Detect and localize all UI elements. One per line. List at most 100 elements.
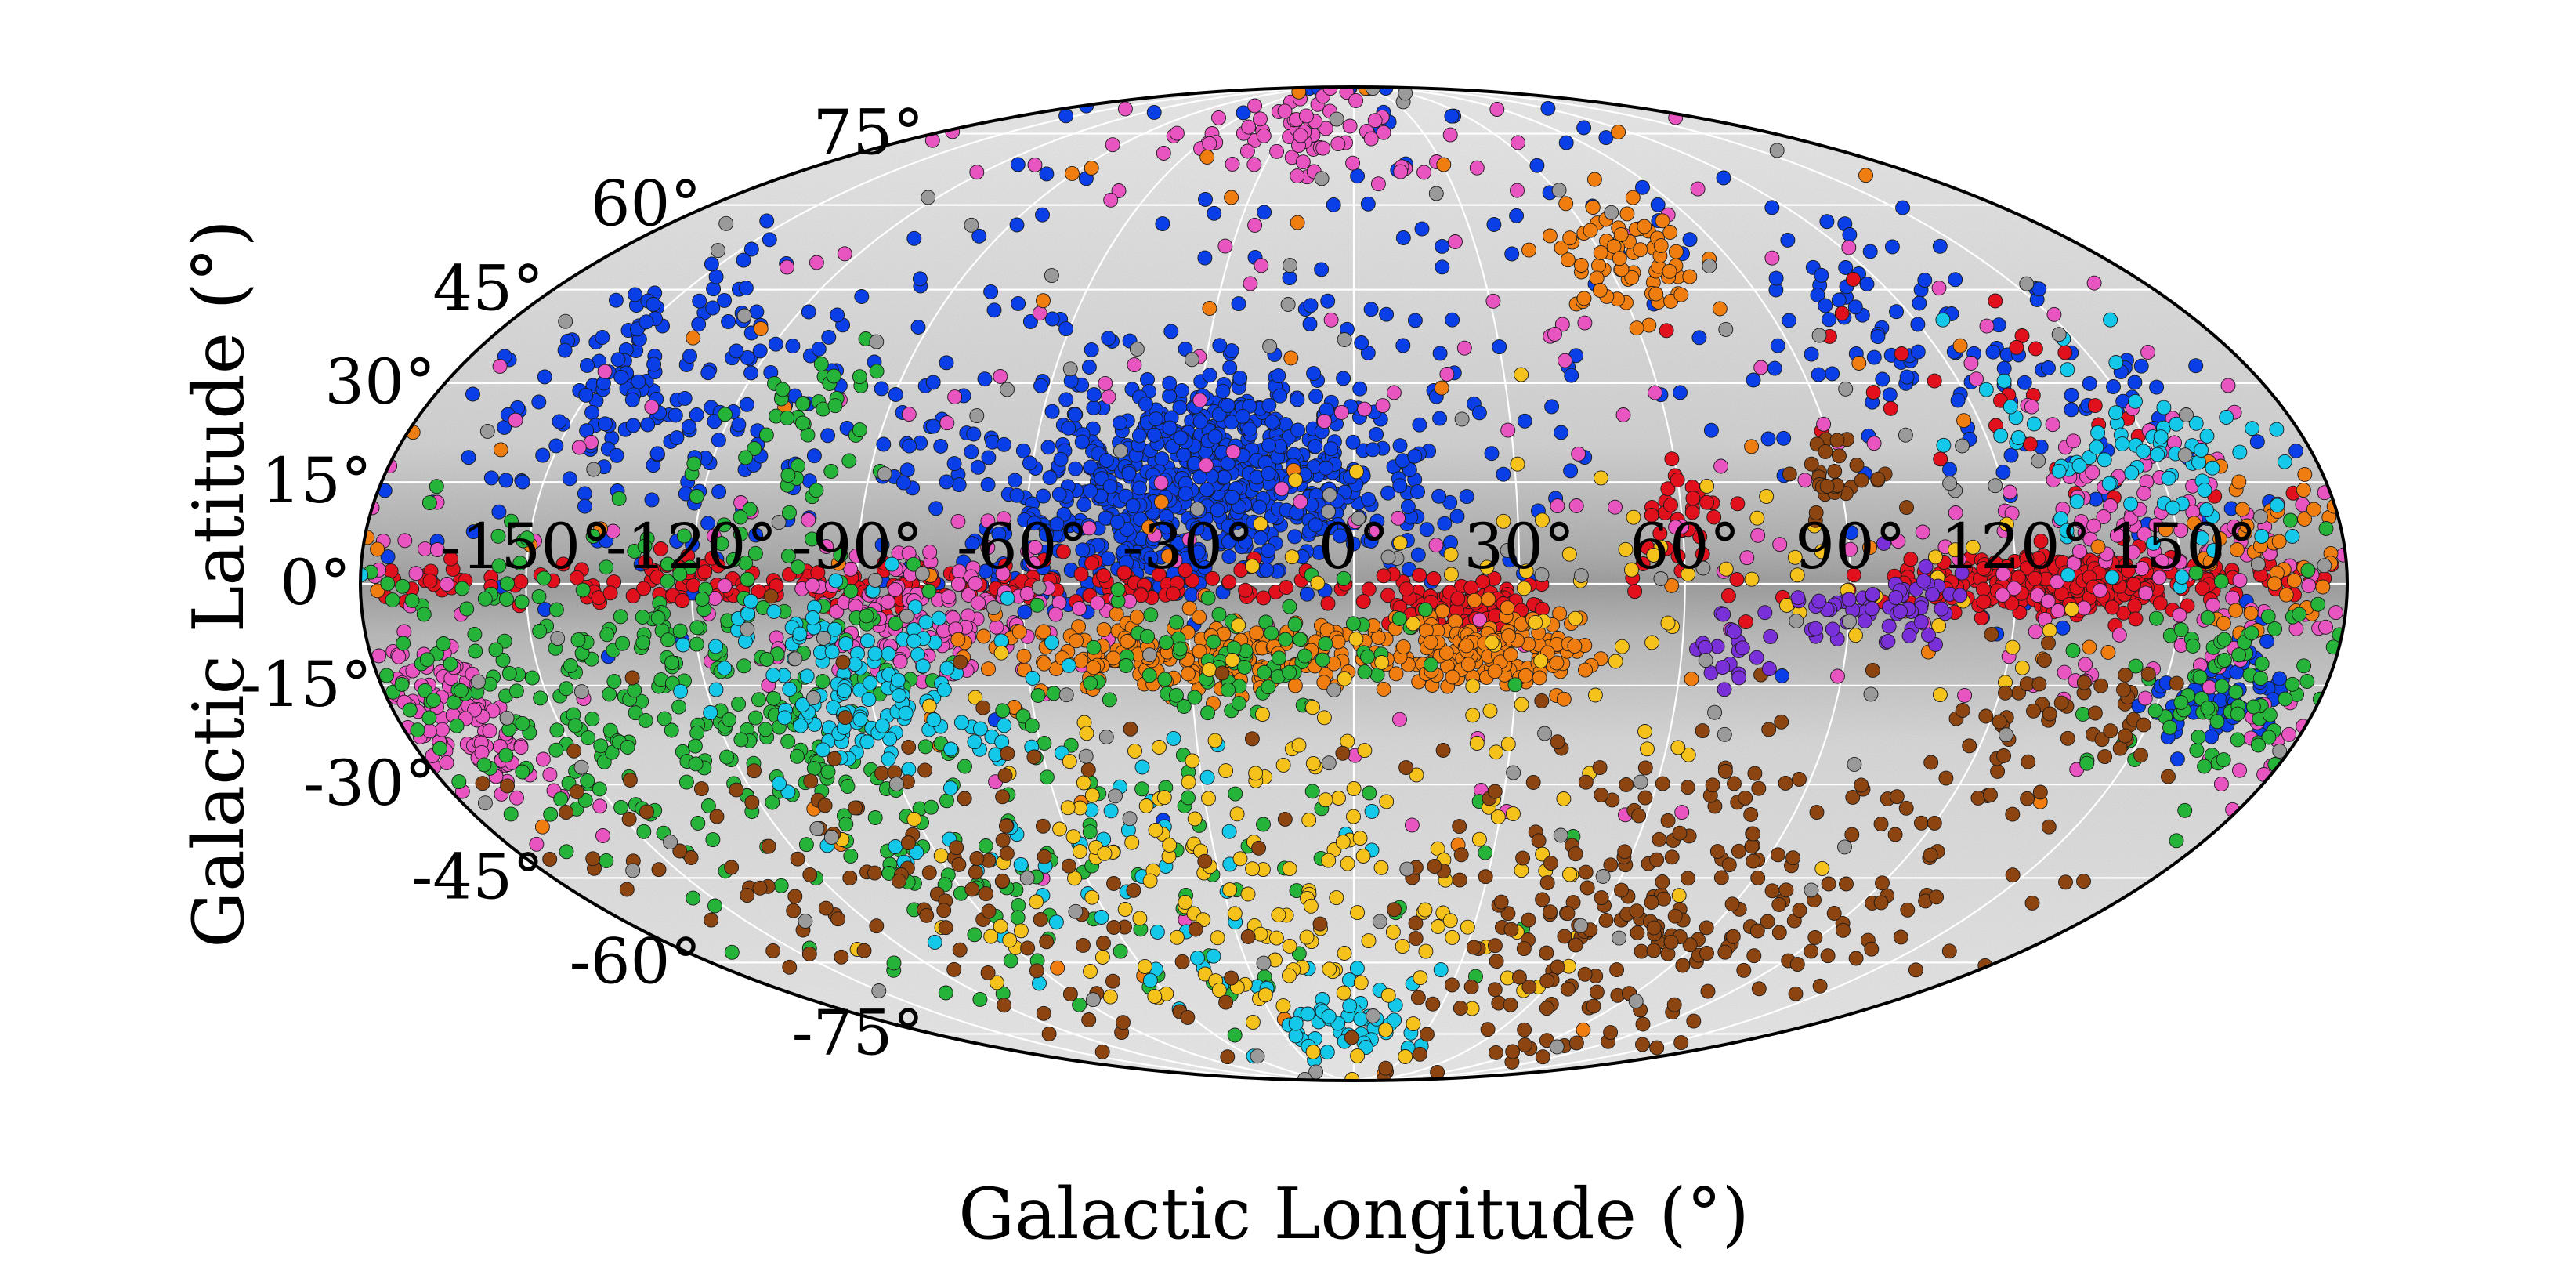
data-point-green: [1172, 641, 1188, 657]
data-point-green: [476, 757, 492, 773]
data-point-blue: [2003, 447, 2019, 463]
data-point-blue: [1950, 393, 1966, 408]
data-point-yellow: [1207, 733, 1223, 748]
data-point-brown: [1746, 826, 1761, 842]
data-point-magenta: [2328, 605, 2343, 621]
data-point-brown: [917, 762, 933, 778]
data-point-green: [1143, 607, 1159, 623]
data-point-cyan: [2123, 496, 2139, 512]
data-point-brown: [1743, 807, 1759, 822]
data-point-brown: [1764, 883, 1780, 899]
data-point-brown: [559, 805, 574, 820]
data-point-magenta: [2024, 399, 2039, 415]
data-point-brown: [1962, 738, 1977, 754]
data-point-cyan: [2150, 447, 2165, 462]
data-point-green: [543, 806, 559, 822]
data-point-red: [1865, 385, 1881, 400]
data-point-green: [789, 748, 805, 764]
data-point-green: [820, 764, 836, 780]
data-point-cyan: [2199, 428, 2215, 444]
data-point-magenta: [1098, 375, 1113, 391]
data-point-green: [515, 764, 530, 780]
data-point-orange: [1673, 287, 1689, 302]
data-point-red: [1699, 494, 1715, 510]
data-point-blue: [608, 292, 624, 308]
data-point-brown: [500, 778, 516, 794]
data-point-blue: [1009, 217, 1025, 233]
data-point-brown: [1738, 790, 1753, 806]
data-point-yellow: [1514, 697, 1529, 712]
data-point-blue: [706, 281, 722, 297]
data-point-magenta: [482, 723, 497, 739]
data-point-green: [722, 712, 737, 727]
data-point-yellow: [1442, 913, 1458, 929]
data-point-blue: [1544, 399, 1560, 415]
data-point-blue: [1818, 298, 1833, 313]
data-point-orange: [1637, 219, 1652, 234]
data-point-brown: [1699, 945, 1714, 961]
data-point-cyan: [792, 626, 808, 642]
data-point-blue: [668, 407, 683, 423]
data-point-blue: [1017, 604, 1033, 620]
data-point-green: [2177, 802, 2193, 818]
data-point-magenta: [1608, 499, 1623, 515]
data-point-cyan: [1936, 437, 1952, 453]
data-point-blue: [717, 292, 733, 308]
data-point-magenta: [892, 654, 908, 669]
data-point-magenta: [1202, 136, 1217, 151]
data-point-magenta: [2172, 607, 2187, 623]
data-point-blue: [708, 269, 724, 284]
data-point-green: [1261, 679, 1276, 695]
data-point-yellow: [1282, 968, 1297, 983]
data-point-blue: [1471, 405, 1487, 421]
data-point-green: [1231, 696, 1246, 712]
data-point-brown: [2053, 695, 2069, 711]
data-point-brown: [1466, 940, 1482, 955]
data-point-blue: [1323, 441, 1339, 457]
data-point-blue: [986, 302, 1002, 318]
data-point-purple: [1881, 618, 1897, 634]
data-point-brown: [1923, 847, 1938, 863]
data-point-blue: [1009, 487, 1025, 503]
data-point-yellow: [1291, 737, 1307, 753]
data-point-brown: [1984, 627, 1999, 642]
data-point-magenta: [2093, 582, 2107, 598]
data-point-cyan: [2270, 498, 2285, 513]
data-point-blue: [1529, 158, 1545, 173]
data-point-brown: [921, 865, 937, 881]
data-point-green: [2185, 638, 2201, 654]
data-point-brown: [1870, 471, 1886, 487]
data-point-blue: [711, 433, 726, 448]
data-point-blue: [806, 448, 822, 464]
data-point-magenta: [1072, 601, 1087, 616]
data-point-green: [867, 810, 883, 825]
data-point-orange: [2243, 605, 2259, 621]
data-point-brown: [1531, 833, 1547, 849]
data-point-magenta: [1345, 155, 1361, 171]
data-point-blue: [380, 549, 396, 565]
data-point-yellow: [1318, 792, 1333, 808]
data-point-green: [584, 712, 600, 727]
data-point-orange: [2267, 576, 2282, 592]
data-point-green: [2254, 656, 2270, 672]
data-point-blue: [946, 456, 962, 472]
data-point-blue: [768, 336, 783, 352]
data-point-blue: [491, 504, 507, 520]
data-point-green: [559, 844, 574, 860]
data-point-brown: [1543, 856, 1558, 871]
data-point-magenta: [2301, 578, 2317, 593]
data-point-green: [748, 710, 763, 726]
data-point-green: [611, 491, 627, 506]
data-point-brown: [1848, 951, 1864, 966]
data-point-blue: [1101, 331, 1116, 346]
data-point-cyan: [906, 633, 922, 649]
data-point-blue: [983, 284, 999, 299]
data-point-blue: [1192, 469, 1207, 485]
data-point-blue: [1259, 562, 1275, 578]
data-point-blue: [1554, 425, 1568, 440]
data-point-brown: [1751, 780, 1767, 796]
data-point-orange: [1192, 610, 1207, 625]
data-point-brown: [953, 654, 968, 670]
data-point-cyan: [815, 742, 830, 758]
data-point-green: [978, 838, 993, 853]
